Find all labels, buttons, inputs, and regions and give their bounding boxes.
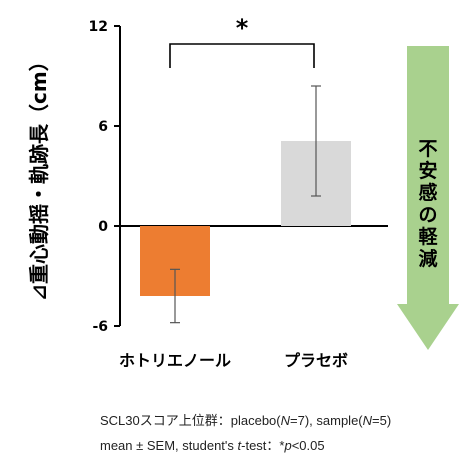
significance-marker: *	[236, 14, 249, 42]
footnote-line-1: SCL30スコア上位群：placebo(N=7), sample(N=5)	[100, 413, 392, 428]
y-tick-label: 12	[89, 19, 108, 35]
arrow-down-icon	[397, 46, 459, 350]
y-tick-label: -6	[92, 319, 108, 335]
category-label-2: プラセボ	[284, 351, 348, 370]
footnote-line-2: mean ± SEM, student's t-test：*p<0.05	[100, 438, 325, 453]
arrow-label: 不安感の軽減	[418, 138, 438, 270]
y-axis-label: ⊿重心動揺・軌跡長（cm）	[27, 51, 51, 300]
y-tick-label: 0	[98, 219, 108, 235]
y-tick-label: 6	[98, 119, 108, 135]
significance-bracket	[169, 43, 315, 68]
category-label-1: ホトリエノール	[119, 351, 231, 370]
